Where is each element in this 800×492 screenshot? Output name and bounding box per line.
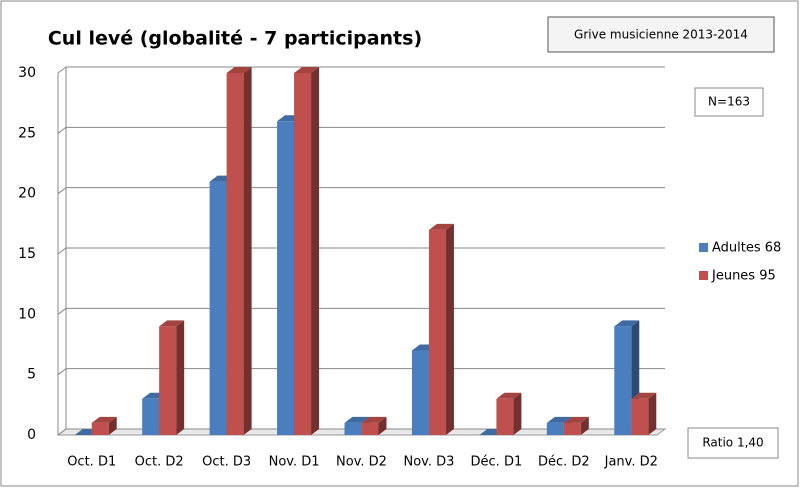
legend-label: Jeunes 95 <box>711 269 776 284</box>
x-tick-label: Oct. D1 <box>67 455 116 470</box>
bar <box>159 326 177 435</box>
y-tick-label: 25 <box>18 125 36 141</box>
annotation: N=163 <box>708 95 750 109</box>
bar-top <box>226 67 252 73</box>
bar <box>294 73 312 435</box>
x-tick-label: Janv. D2 <box>604 455 658 470</box>
bar <box>142 398 160 435</box>
x-tick-label: Déc. D1 <box>471 455 523 470</box>
bar <box>428 229 446 435</box>
y-tick-label: 15 <box>18 246 36 262</box>
bar-side <box>108 416 117 435</box>
bar-side <box>243 67 252 435</box>
bar <box>546 422 564 435</box>
x-tick-label: Oct. D2 <box>135 455 184 470</box>
y-tick-label: 0 <box>27 427 36 443</box>
x-tick-label: Nov. D3 <box>403 455 454 470</box>
bar-top <box>159 320 185 327</box>
legend-label: Adultes 68 <box>712 241 781 256</box>
grid-slant <box>57 187 67 195</box>
bar <box>226 73 244 435</box>
y-tick-label: 20 <box>18 186 36 202</box>
bar <box>411 350 429 435</box>
bar-top <box>496 392 522 399</box>
bar-top <box>428 223 454 230</box>
bar-top <box>361 416 387 423</box>
bar <box>209 181 227 435</box>
bar <box>91 422 109 435</box>
bar <box>496 398 514 435</box>
bar-top <box>294 67 320 73</box>
chart-title: Cul levé (globalité - 7 participants) <box>48 28 422 50</box>
annotation-box <box>547 16 775 53</box>
bar <box>361 422 379 435</box>
bar <box>631 398 649 435</box>
grid-slant <box>57 307 67 315</box>
bar-side <box>513 392 522 435</box>
grid-slant <box>57 247 67 255</box>
legend-swatch <box>699 271 708 280</box>
bar-top <box>546 416 572 423</box>
bar-side <box>311 67 320 435</box>
bar <box>344 422 362 435</box>
bar-side <box>445 223 454 435</box>
bar-top <box>563 416 589 423</box>
annotation: Grive musicienne 2013-2014 <box>574 28 748 42</box>
bar-side <box>378 416 387 435</box>
x-tick-label: Déc. D2 <box>538 455 590 470</box>
annotation-box <box>694 87 764 117</box>
bar-side <box>580 416 589 435</box>
bar <box>614 326 632 435</box>
bar <box>563 422 581 435</box>
grid-slant <box>57 126 67 134</box>
grid-slant <box>57 66 67 74</box>
bar-side <box>176 320 185 435</box>
y-tick-label: 5 <box>27 367 36 383</box>
annotation: Ratio 1,40 <box>702 436 763 450</box>
annotation-box <box>687 427 779 459</box>
grid-slant <box>57 428 67 436</box>
y-tick-label: 10 <box>18 306 36 322</box>
bar-top <box>631 392 657 399</box>
bar-top <box>614 320 640 327</box>
x-tick-label: Nov. D1 <box>269 455 320 470</box>
x-tick-label: Nov. D2 <box>336 455 387 470</box>
grid-slant <box>57 368 67 376</box>
bar <box>277 121 295 436</box>
x-tick-label: Oct. D3 <box>202 455 251 470</box>
y-tick-label: 30 <box>18 65 36 81</box>
bar-top <box>344 416 370 423</box>
legend-swatch <box>699 243 708 252</box>
bar-side <box>648 392 657 435</box>
bar-top <box>91 416 117 423</box>
